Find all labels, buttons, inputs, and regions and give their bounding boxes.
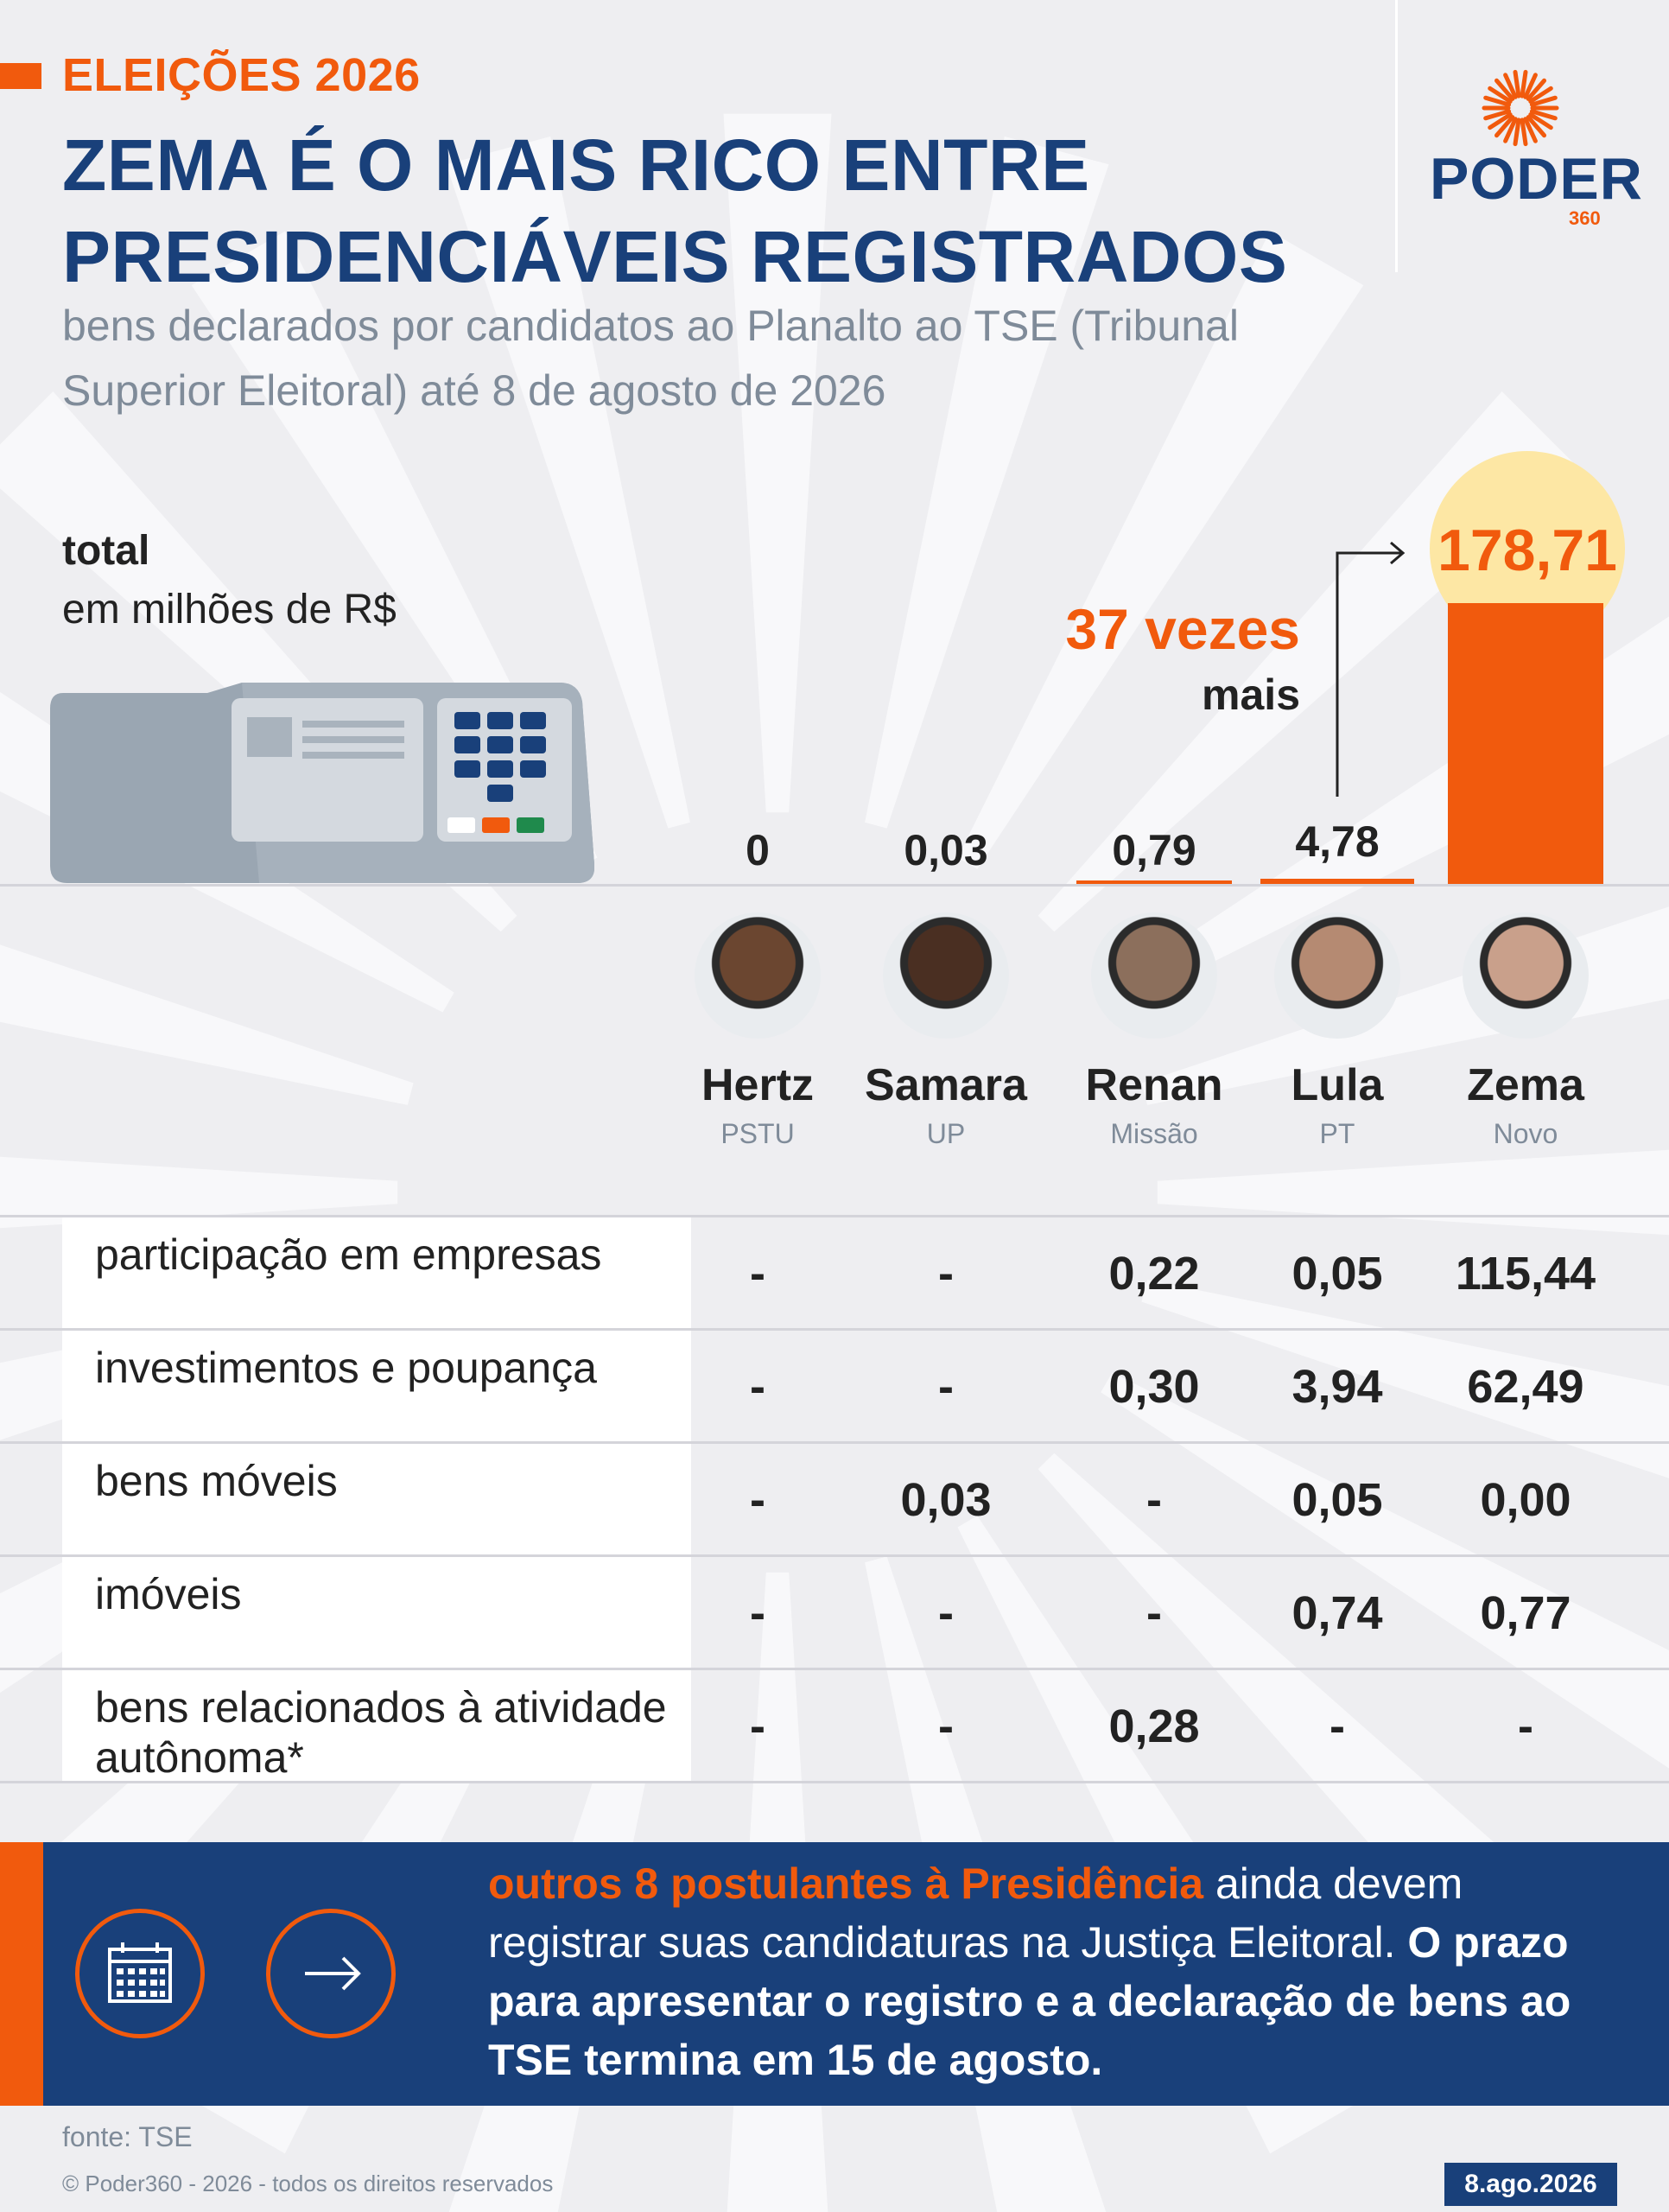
avatar-hertz — [695, 912, 821, 1039]
bar-lula — [1260, 879, 1414, 884]
table-cell: - — [750, 1248, 765, 1300]
table-row-divider — [0, 1554, 1669, 1557]
table-cell: - — [938, 1248, 954, 1300]
table-row — [62, 1217, 691, 1328]
arrow-right-icon — [266, 1909, 396, 2038]
table-row-divider — [0, 1328, 1669, 1331]
table-cell: - — [750, 1587, 765, 1639]
candidate-name-lula: Lula — [1291, 1060, 1384, 1110]
candidate-name-samara: Samara — [865, 1060, 1027, 1110]
sunburst-ray — [1157, 1149, 1669, 1236]
table-cell: - — [938, 1700, 954, 1752]
candidate-name-hertz: Hertz — [701, 1060, 815, 1110]
table-cell: - — [1518, 1700, 1533, 1752]
candidate-party-samara: UP — [926, 1118, 966, 1149]
table-row-divider — [0, 1441, 1669, 1444]
table-row — [62, 1444, 691, 1554]
table-row-divider — [0, 1668, 1669, 1670]
table-cell: 0,30 — [1108, 1361, 1200, 1413]
table-cell: - — [1146, 1587, 1162, 1639]
table-cell: - — [1329, 1700, 1345, 1752]
unit-label-total: total — [62, 528, 150, 574]
calendar-icon — [75, 1909, 205, 2038]
candidate-party-lula: PT — [1319, 1118, 1355, 1149]
bar-value-hertz: 0 — [746, 826, 770, 874]
copyright: © Poder360 - 2026 - todos os direitos re… — [62, 2171, 554, 2196]
chart-baseline — [0, 884, 1669, 887]
avatar-zema — [1463, 912, 1589, 1039]
annotation-more: mais — [1202, 671, 1300, 719]
candidate-party-renan: Missão — [1110, 1118, 1198, 1149]
kicker: ELEIÇÕES 2026 — [62, 49, 421, 101]
sunburst-ray — [446, 136, 690, 829]
sunburst-ray — [723, 113, 832, 813]
table-row — [62, 1331, 691, 1441]
annotation-times: 37 vezes — [1065, 597, 1300, 661]
table-cell: - — [750, 1474, 765, 1526]
table-cell: 0,05 — [1291, 1474, 1383, 1526]
headline: ZEMA É O MAIS RICO ENTRE PRESIDENCIÁVEIS… — [62, 124, 1288, 297]
table-cell: - — [1146, 1474, 1162, 1526]
bar-value-renan: 0,79 — [1112, 826, 1196, 874]
bar-value-zema: 178,71 — [1437, 518, 1617, 583]
logo-wordmark: PODER — [1430, 146, 1643, 212]
table-cell: 0,03 — [900, 1474, 992, 1526]
sunburst-ray — [0, 1156, 398, 1229]
table-cell: 62,49 — [1467, 1361, 1584, 1413]
table-cell: - — [750, 1361, 765, 1413]
bar-zema — [1448, 603, 1603, 884]
candidate-party-zema: Novo — [1493, 1118, 1558, 1149]
candidate-name-zema: Zema — [1467, 1060, 1584, 1110]
table-row-label: bens relacionados à atividade autônoma* — [95, 1683, 667, 1782]
sunburst-ray — [957, 231, 1364, 869]
candidate-party-hertz: PSTU — [720, 1118, 795, 1149]
note-bold: O prazo para apresentar o registro e a d… — [488, 1918, 1571, 2084]
logo-divider — [1395, 0, 1398, 272]
table-cell: 0,74 — [1291, 1587, 1383, 1639]
table-row-label: investimentos e poupança — [95, 1344, 597, 1392]
table-row-label: imóveis — [95, 1570, 242, 1618]
table-row — [62, 1557, 691, 1668]
note-regular: ainda devem registrar suas candidaturas … — [488, 1859, 1463, 1967]
note-text: outros 8 postulantes à Presidência ainda… — [488, 1854, 1611, 2089]
table-cell: - — [750, 1700, 765, 1752]
table-top-line — [0, 1215, 1669, 1217]
table-cell: - — [938, 1587, 954, 1639]
source: fonte: TSE — [62, 2121, 193, 2152]
table-row-label: participação em empresas — [95, 1230, 602, 1279]
annotation-arrow — [1336, 541, 1406, 797]
table-cell: - — [938, 1361, 954, 1413]
unit-label-currency: em milhões de R$ — [62, 587, 397, 632]
ballot-box-icon — [50, 683, 594, 883]
note-highlight: outros 8 postulantes à Presidência — [488, 1859, 1204, 1908]
avatar-lula — [1274, 912, 1400, 1039]
bar-renan — [1076, 880, 1232, 884]
table-cell: 0,77 — [1480, 1587, 1571, 1639]
poder360-sun-icon — [1482, 69, 1559, 147]
sunburst-ray — [865, 136, 1109, 829]
candidate-name-renan: Renan — [1085, 1060, 1223, 1110]
subtitle: bens declarados por candidatos ao Planal… — [62, 302, 1239, 415]
table-cell: 0,28 — [1108, 1700, 1200, 1752]
bar-value-samara: 0,03 — [904, 826, 988, 874]
note-accent — [0, 1842, 43, 2106]
table-cell: 0,05 — [1291, 1248, 1383, 1300]
bar-value-lula: 4,78 — [1295, 817, 1380, 866]
table-row-divider — [0, 1781, 1669, 1783]
sunburst-ray — [0, 944, 414, 1105]
date-badge: 8.ago.2026 — [1444, 2163, 1617, 2206]
table-row — [62, 1670, 691, 1781]
table-cell: 0,00 — [1480, 1474, 1571, 1526]
avatar-samara — [883, 912, 1009, 1039]
table-cell: 3,94 — [1291, 1361, 1383, 1413]
avatar-renan — [1091, 912, 1217, 1039]
table-cell: 0,22 — [1108, 1248, 1200, 1300]
table-row-label: bens móveis — [95, 1457, 338, 1505]
table-cell: 115,44 — [1455, 1248, 1596, 1300]
kicker-mark — [0, 63, 41, 89]
logo-number: 360 — [1569, 207, 1601, 229]
